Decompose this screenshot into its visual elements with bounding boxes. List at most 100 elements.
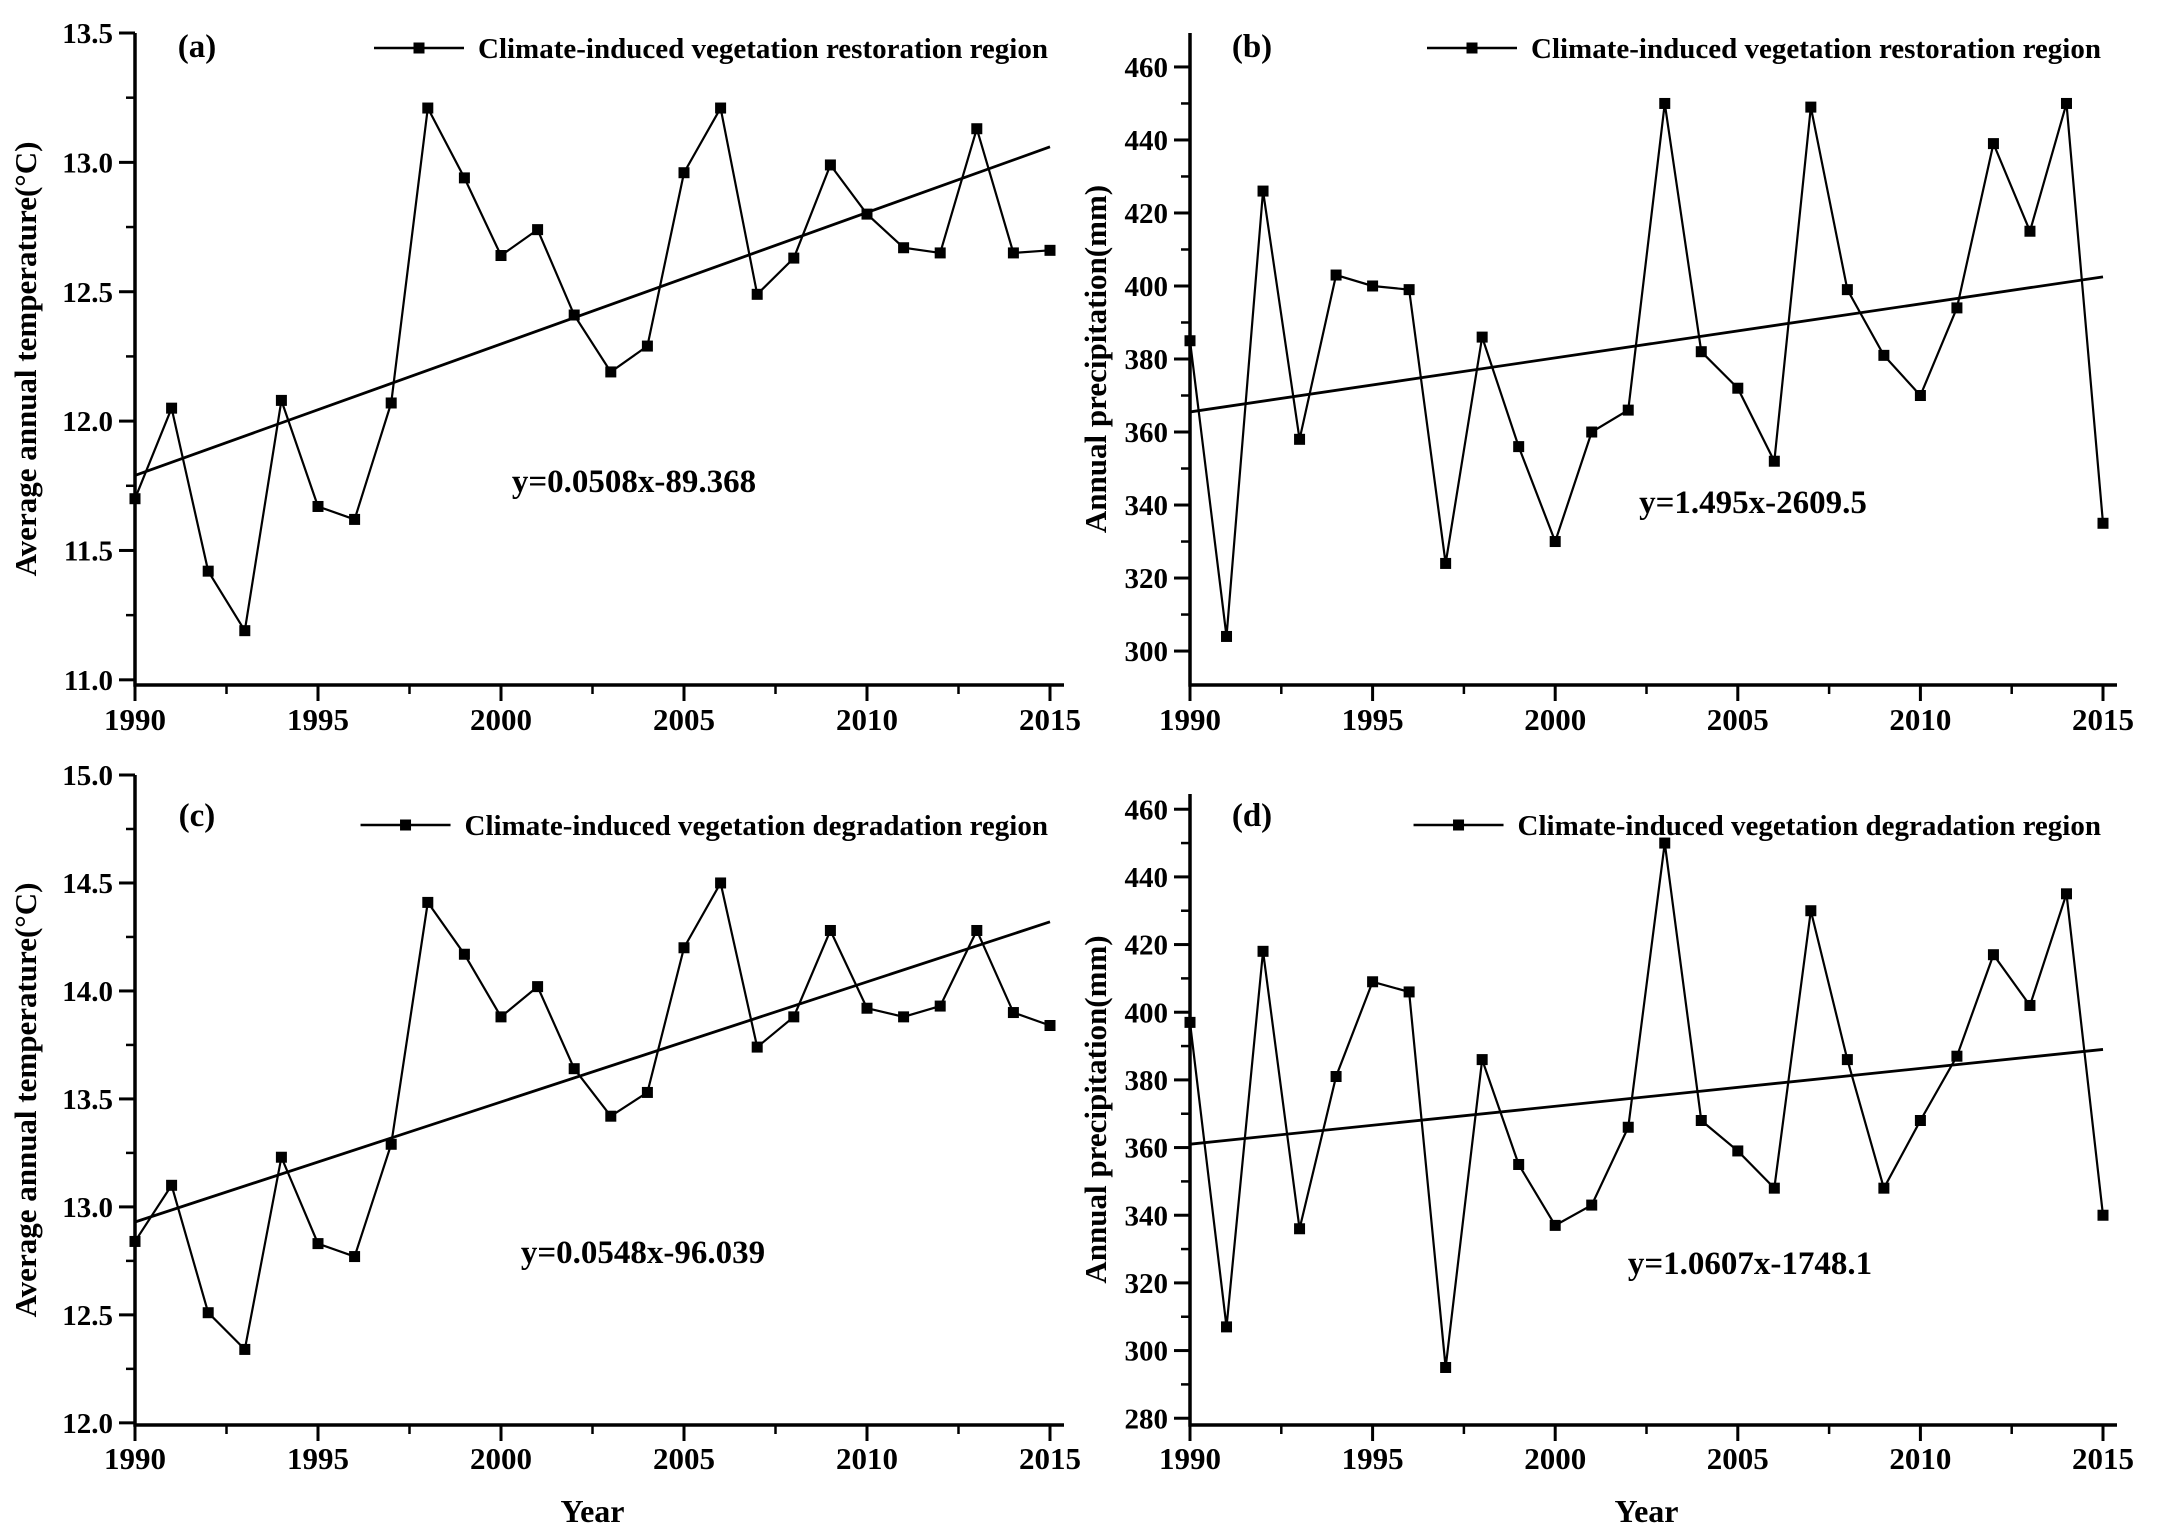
x-tick-label: 2005: [653, 702, 715, 737]
data-point-marker: [751, 288, 763, 300]
y-axis-title: Annual precipitation(mm): [1078, 935, 1113, 1283]
data-point-marker: [1513, 441, 1525, 453]
data-point-marker: [129, 493, 141, 505]
y-tick-label: 320: [1125, 563, 1169, 595]
data-point-marker: [1805, 905, 1817, 917]
y-tick-label: 380: [1125, 344, 1169, 376]
data-point-marker: [1257, 945, 1269, 957]
series-line: [1188, 842, 2105, 1368]
data-point-marker: [715, 877, 727, 889]
y-tick-label: 420: [1125, 198, 1169, 230]
data-point-marker: [1914, 390, 1926, 402]
x-tick-label: 2005: [1707, 1441, 1769, 1476]
data-point-marker: [568, 1063, 580, 1075]
y-tick-label: 280: [1125, 1403, 1169, 1435]
data-point-marker: [385, 1138, 397, 1150]
series-line: [134, 879, 1051, 1352]
x-tick-label: 1990: [104, 1441, 166, 1476]
data-point-marker: [349, 1251, 361, 1263]
x-axis: 1990 1995 2000 2005 2010 2015: [104, 685, 1081, 737]
data-point-marker: [1330, 1071, 1342, 1083]
data-point-marker: [1330, 269, 1342, 281]
data-point-marker: [1184, 335, 1196, 347]
x-tick-label: 2000: [1524, 1441, 1586, 1476]
y-tick-label: 14.0: [62, 976, 113, 1008]
x-tick-label: 1995: [287, 702, 349, 737]
data-point-marker: [861, 208, 873, 220]
data-point-marker: [641, 340, 653, 352]
data-point-marker: [1987, 138, 1999, 150]
x-tick-label: 1995: [1342, 702, 1404, 737]
data-point-marker: [2097, 517, 2109, 529]
data-series: [129, 877, 1056, 1355]
data-point-marker: [1659, 97, 1671, 109]
data-point-marker: [1294, 1223, 1306, 1235]
y-tick-label: 14.5: [62, 868, 113, 900]
data-point-marker: [166, 402, 178, 414]
data-point-marker: [312, 1238, 324, 1250]
y-tick-label: 13.0: [62, 1192, 113, 1224]
panel-letter: (c): [179, 798, 216, 834]
data-point-marker: [605, 1110, 617, 1122]
chart-canvas-a: 11.0 11.5 12.0 12.5 13.0 13.5 1990 1995 2000 2005…: [8, 18, 1081, 737]
y-tick-label: 12.0: [62, 1408, 113, 1440]
y-tick-label: 460: [1125, 52, 1169, 84]
data-point-marker: [1695, 346, 1707, 358]
data-point-marker: [824, 924, 836, 936]
data-point-marker: [1841, 284, 1853, 296]
y-tick-label: 400: [1125, 997, 1169, 1029]
data-point-marker: [1221, 1321, 1233, 1333]
data-point-marker: [1440, 1361, 1452, 1373]
trend-line: [134, 920, 1051, 1224]
y-tick-label: 300: [1125, 636, 1169, 668]
data-point-marker: [788, 252, 800, 264]
y-tick-label: 11.0: [64, 665, 113, 697]
chart-canvas-c: 12.0 12.5 13.0 13.5 14.0 14.5 15.0 1990 1995 2000…: [8, 760, 1081, 1529]
data-point-marker: [1622, 404, 1634, 416]
y-tick-label: 12.0: [62, 406, 113, 438]
data-point-marker: [1951, 1050, 1963, 1062]
equation-label: y=0.0548x-96.039: [521, 1235, 765, 1271]
data-point-marker: [1007, 1007, 1019, 1019]
y-axis-title: Annual precipitation(mm): [1078, 185, 1113, 533]
data-point-marker: [1440, 557, 1452, 569]
data-point-marker: [1549, 1219, 1561, 1231]
legend: Climate-induced vegetation degradation r…: [1413, 810, 2101, 842]
x-tick-label: 2010: [1889, 1441, 1951, 1476]
y-tick-label: 460: [1125, 794, 1169, 826]
legend-label: Climate-induced vegetation restoration r…: [478, 33, 1048, 65]
data-point-marker: [1622, 1121, 1634, 1133]
data-point-marker: [1184, 1016, 1196, 1028]
x-tick-label: 2010: [1889, 702, 1951, 737]
x-tick-label: 1995: [1342, 1441, 1404, 1476]
x-axis: 1990 1995 2000 2005 2010 2015: [1159, 685, 2134, 737]
data-point-marker: [239, 1343, 251, 1355]
y-axis: 300 320 340 360 380 400 420 440 460: [1125, 52, 1190, 668]
y-tick-label: 12.5: [62, 1300, 113, 1332]
data-point-marker: [458, 172, 470, 184]
x-tick-label: 1990: [1159, 1441, 1221, 1476]
y-tick-label: 380: [1125, 1065, 1169, 1097]
data-point-marker: [1513, 1158, 1525, 1170]
trend-line: [1189, 275, 2104, 414]
data-point-marker: [1367, 976, 1379, 988]
data-point-marker: [2060, 97, 2072, 109]
x-tick-label: 1995: [287, 1441, 349, 1476]
y-axis: 12.0 12.5 13.0 13.5 14.0 14.5 15.0: [62, 760, 135, 1440]
data-point-marker: [1221, 630, 1233, 642]
equation-label: y=1.0607x-1748.1: [1628, 1246, 1872, 1282]
data-point-marker: [1841, 1054, 1853, 1066]
data-point-marker: [422, 102, 434, 114]
data-point-marker: [1732, 382, 1744, 394]
y-tick-label: 15.0: [62, 760, 113, 792]
y-tick-label: 13.0: [62, 148, 113, 180]
data-point-marker: [202, 1307, 214, 1319]
data-point-marker: [312, 500, 324, 512]
data-point-marker: [422, 896, 434, 908]
legend-marker-icon: [413, 42, 425, 54]
data-point-marker: [385, 397, 397, 409]
data-point-marker: [2024, 999, 2036, 1011]
x-axis: 1990 1995 2000 2005 2010 2015: [104, 1425, 1081, 1476]
equation-label: y=0.0508x-89.368: [512, 464, 756, 500]
data-point-marker: [1732, 1145, 1744, 1157]
